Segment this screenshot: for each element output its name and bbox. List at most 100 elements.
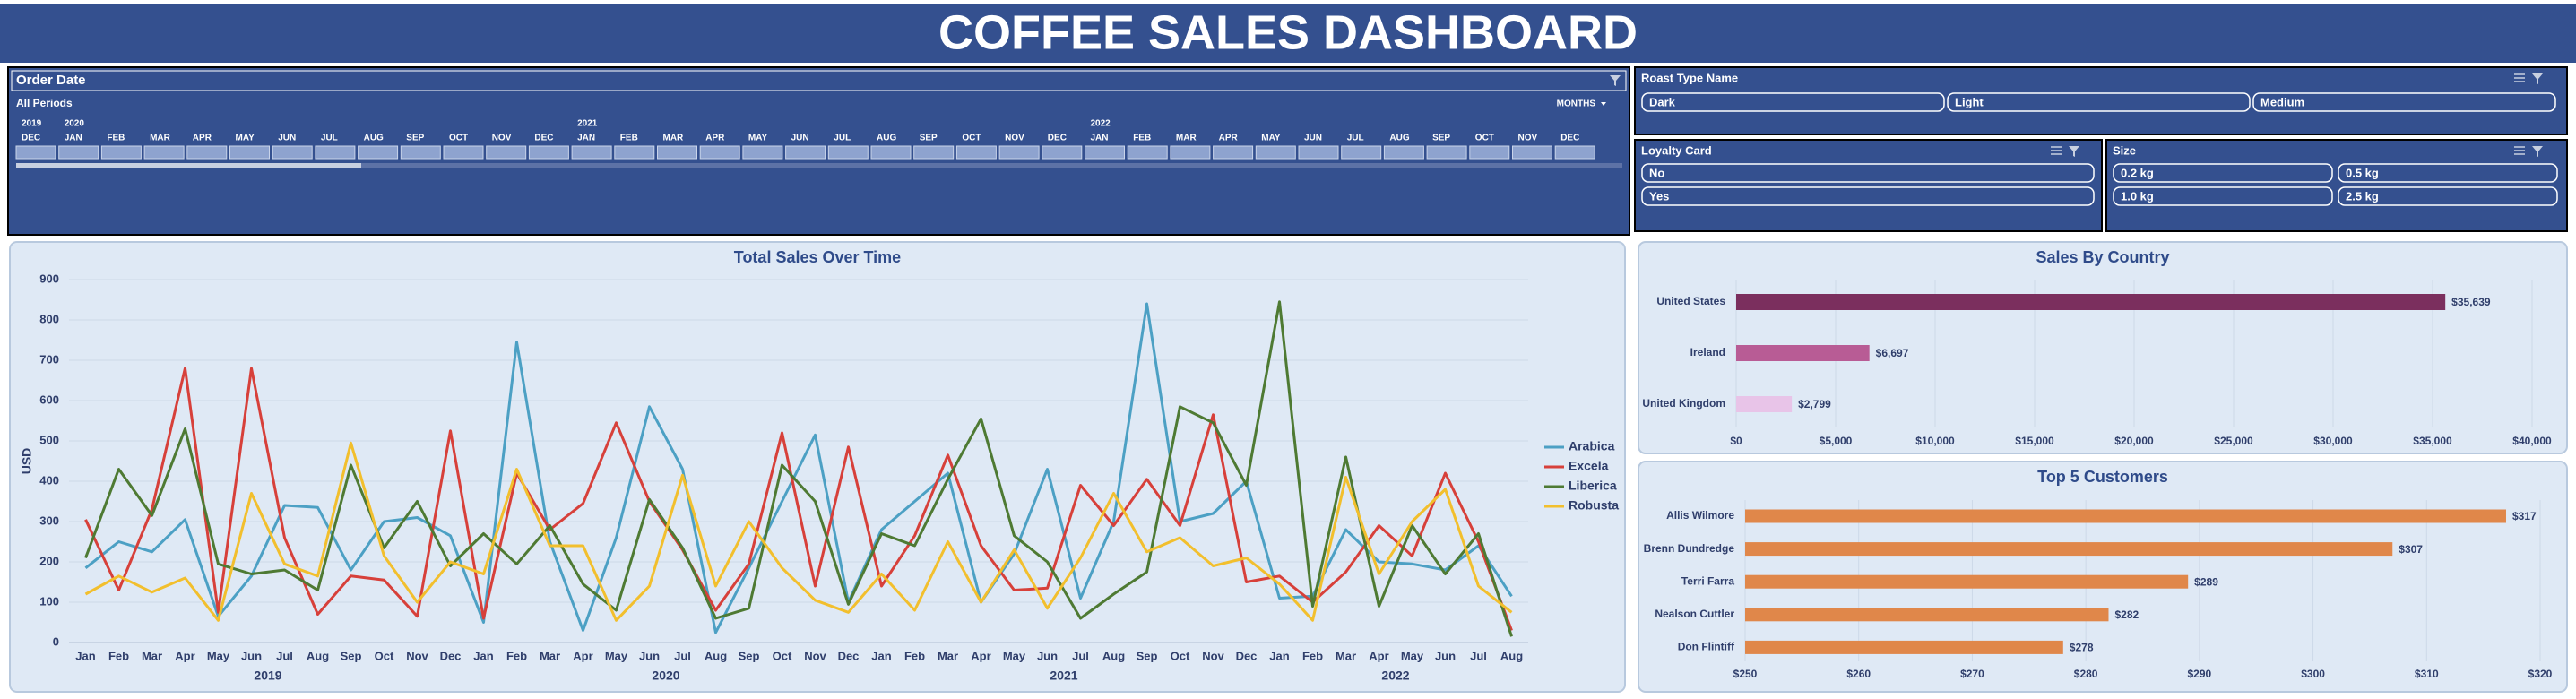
slicer-panel [1634,139,2103,232]
slicer-item[interactable]: No [1649,166,1664,179]
category-label: Nealson Cuttler [1655,608,1734,620]
timeline-tile[interactable] [1383,145,1424,160]
filter-icon [1610,75,1621,86]
scroll-thumb[interactable] [16,163,361,168]
timeline-tile[interactable] [571,145,612,160]
x-tick-label: Nov [804,649,826,662]
x-tick-label: Jun [1435,649,1456,662]
timeline-month: DEC [22,134,40,143]
slicer-button[interactable] [1641,186,2095,206]
timeline-tile[interactable] [186,145,228,160]
slicer-item[interactable]: 2.5 kg [2346,189,2379,203]
timeline-month: JUL [834,134,851,143]
multiselect-icon[interactable] [2514,73,2525,82]
timeline-month: NOV [1518,134,1538,143]
slicer-item[interactable]: Light [1955,95,1984,108]
timeline-month: SEP [1432,134,1450,143]
x-tick-label: $260 [1846,668,1871,680]
timeline-tile[interactable] [657,145,697,160]
multiselect-icon[interactable] [2051,146,2062,155]
slicer-item[interactable]: 1.0 kg [2121,189,2154,203]
timeline-tile[interactable] [528,145,569,160]
timeline-tile[interactable] [315,145,356,160]
timeline-tile[interactable] [1127,145,1168,160]
legend-label: Robusta [1569,498,1619,513]
timeline-level[interactable]: MONTHS [1557,99,1596,109]
value-label: $35,639 [2451,296,2491,308]
timeline-tile[interactable] [229,145,270,160]
timeline-tile[interactable] [58,145,99,160]
x-tick-label: Jun [639,649,660,662]
slicer-button[interactable] [1947,92,2251,112]
x-tick-label: Oct [1171,649,1190,662]
bar [1745,574,2189,589]
multiselect-icon[interactable] [2514,146,2525,155]
timeline-tile[interactable] [614,145,655,160]
timeline-tile[interactable] [785,145,826,160]
filter-icon[interactable] [2532,73,2543,84]
timeline-tile[interactable] [1255,145,1296,160]
y-tick-label: 500 [39,433,59,446]
timeline-tile[interactable] [272,145,313,160]
slicer-item[interactable]: Medium [2260,95,2304,108]
timeline-tile[interactable] [1170,145,1211,160]
y-tick-label: 200 [39,554,59,567]
timeline-title: Order Date [16,73,86,88]
y-tick-label: 300 [39,513,59,527]
timeline-month: APR [705,134,725,143]
timeline-tile[interactable] [998,145,1040,160]
timeline-tile[interactable] [699,145,740,160]
timeline-tile[interactable] [1341,145,1382,160]
timeline-tile[interactable] [358,145,399,160]
slicer-item[interactable]: Yes [1649,189,1669,203]
slicer-button[interactable] [2252,92,2556,112]
x-tick-label: Jul [674,649,691,662]
timeline-year: 2021 [577,119,598,129]
filter-icon[interactable] [2532,146,2543,157]
x-tick-label: Apr [573,649,592,662]
timeline-tile[interactable] [1512,145,1552,160]
timeline-tile[interactable] [913,145,955,160]
timeline-tile[interactable] [100,145,142,160]
timeline-month: JUN [1304,134,1322,143]
timeline-month: DEC [534,134,553,143]
x-tick-label: $280 [2074,668,2098,680]
value-label: $317 [2512,510,2537,522]
timeline-tile[interactable] [870,145,912,160]
timeline-tile[interactable] [1213,145,1254,160]
chart-panel [9,241,1626,693]
slicer-button[interactable] [1641,92,1945,112]
slicer-button[interactable] [2113,163,2333,183]
slicer-button[interactable] [2338,186,2558,206]
timeline-tile[interactable] [15,145,56,160]
slicer-item[interactable]: 0.2 kg [2121,166,2154,179]
timeline-tile[interactable] [955,145,997,160]
timeline-tile[interactable] [1085,145,1125,160]
x-tick-label: Jan [473,649,493,662]
x-tick-label: Mar [938,649,958,662]
series-line [84,300,1513,637]
timeline-month: DEC [1560,134,1579,143]
slicer-item[interactable]: Dark [1649,95,1676,108]
slicer-button[interactable] [1641,163,2095,183]
filter-icon[interactable] [2069,146,2079,157]
timeline-tile[interactable] [486,145,527,160]
timeline-tile[interactable] [742,145,783,160]
timeline-tile[interactable] [400,145,441,160]
x-tick-label: May [605,649,628,662]
timeline-tile[interactable] [1469,145,1510,160]
timeline-tile[interactable] [1426,145,1467,160]
timeline-tile[interactable] [1042,145,1083,160]
slicer-button[interactable] [2338,163,2558,183]
timeline-tile[interactable] [443,145,484,160]
x-tick-label: $30,000 [2313,435,2353,447]
y-tick-label: 700 [39,352,59,366]
timeline-tile[interactable] [1298,145,1339,160]
y-tick-label: 600 [39,393,59,406]
slicer-button[interactable] [2113,186,2333,206]
slicer-item[interactable]: 0.5 kg [2346,166,2379,179]
timeline-tile[interactable] [1554,145,1595,160]
timeline-tile[interactable] [827,145,869,160]
timeline-month: OCT [449,134,468,143]
timeline-tile[interactable] [143,145,185,160]
